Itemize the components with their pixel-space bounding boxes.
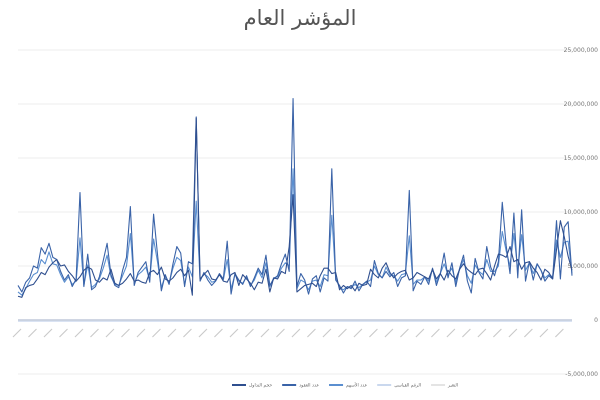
legend-label: حجم التداول [249,384,272,389]
x-tick-label [307,328,316,338]
x-tick-label [74,328,84,338]
x-tick-label [214,328,223,338]
y-tick-label: 5,000,000 [567,263,598,270]
legend-label: عدد الأسهم [346,382,367,389]
y-tick-label: 20,000,000 [564,101,599,108]
series-lines [17,98,573,322]
x-tick-label [400,328,409,338]
x-tick-label [431,328,440,338]
y-tick-label: 25,000,000 [564,47,599,54]
x-tick-label [291,328,301,338]
x-tick-label [462,328,471,338]
x-tick-label [105,328,115,338]
legend: حجم التداول عدد العقود عدد الأسهم الرقم الق… [232,382,458,389]
legend-label: التغير [447,384,458,389]
x-tick-label [322,328,332,338]
series-line-0 [17,117,573,298]
x-tick-label [198,328,208,338]
x-axis [12,319,572,338]
x-tick-label [136,328,146,338]
x-tick-label [523,328,533,338]
legend-label: الرقم القياسي [394,384,421,389]
x-tick-label [121,328,130,338]
x-tick-label [477,328,487,338]
x-tick-label [539,328,549,338]
y-tick-label: 15,000,000 [564,155,599,162]
x-tick-label [260,328,270,338]
x-tick-label [493,328,502,338]
y-tick-label: 10,000,000 [564,209,599,216]
x-tick-label [28,328,37,338]
x-tick-label [276,328,285,338]
x-tick-label [353,328,363,338]
x-tick-label [43,328,53,338]
x-tick-label [229,328,239,338]
x-tick-label [167,328,177,338]
x-tick-label [384,328,394,338]
x-tick-label [338,328,347,338]
legend-label: عدد العقود [299,384,319,389]
x-tick-label [415,328,425,338]
x-tick-label [59,328,68,338]
x-tick-label [508,328,518,338]
chart-title: المؤشر العام [243,6,357,30]
x-tick-label [183,328,192,338]
x-tick-label [152,328,161,338]
x-tick-label [554,328,564,338]
x-tick-label [90,328,99,338]
y-tick-label: 0 [594,317,598,324]
x-tick-label [245,328,254,338]
x-tick-label [446,328,456,338]
x-tick-label [12,328,22,338]
x-tick-label [369,328,378,338]
y-axis-labels: -5,000,000 0 5,000,000 10,000,000 15,000,000… [564,47,599,378]
y-tick-label: -5,000,000 [565,371,598,378]
